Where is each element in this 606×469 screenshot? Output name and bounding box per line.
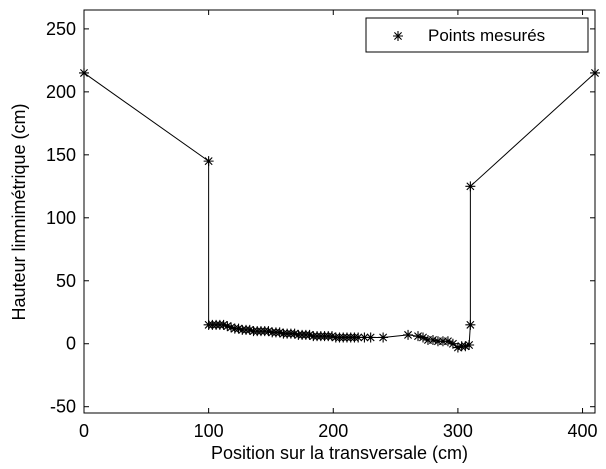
data-point xyxy=(203,156,214,167)
x-tick-label: 400 xyxy=(568,421,598,441)
y-tick-label: -50 xyxy=(50,397,76,417)
data-point xyxy=(365,332,376,343)
data-point xyxy=(289,328,300,339)
data-point xyxy=(464,339,475,350)
data-point xyxy=(452,342,463,353)
data-point xyxy=(447,338,458,349)
data-point xyxy=(465,319,476,330)
legend: Points mesurés xyxy=(365,17,589,53)
data-point xyxy=(353,332,364,343)
data-point xyxy=(359,332,370,343)
data-point xyxy=(226,322,237,333)
data-point xyxy=(442,336,453,347)
data-point xyxy=(244,324,255,335)
data-point xyxy=(327,331,338,342)
data-point xyxy=(413,331,424,342)
data-point xyxy=(418,332,429,343)
x-axis-title: Position sur la transversale (cm) xyxy=(211,443,468,463)
y-tick-label: 50 xyxy=(56,271,76,291)
y-tick-label: 150 xyxy=(46,145,76,165)
y-axis-title: Hauteur limnimétrique (cm) xyxy=(9,103,29,320)
data-point xyxy=(222,321,233,332)
x-tick-label: 200 xyxy=(318,421,348,441)
data-point xyxy=(590,67,600,78)
legend-marker xyxy=(393,31,403,41)
y-tick-label: 250 xyxy=(46,19,76,39)
data-point xyxy=(378,332,389,343)
data-point xyxy=(79,67,89,78)
y-tick-label: 0 xyxy=(66,334,76,354)
legend-label: Points mesurés xyxy=(428,26,545,45)
data-point xyxy=(263,326,274,337)
data-point xyxy=(233,323,244,334)
x-tick-label: 300 xyxy=(443,421,473,441)
x-tick-label: 0 xyxy=(79,421,89,441)
data-point xyxy=(218,319,229,330)
data-point xyxy=(274,327,285,338)
data-point xyxy=(460,341,471,352)
data-point xyxy=(304,329,315,340)
y-tick-label: 200 xyxy=(46,82,76,102)
data-point xyxy=(393,31,403,41)
plot-area xyxy=(83,9,596,414)
legend-box xyxy=(365,17,589,53)
x-tick-label: 100 xyxy=(194,421,224,441)
data-point xyxy=(465,181,476,192)
y-axis: -50 0 50 100 150 200 250 xyxy=(46,19,595,417)
data-point xyxy=(403,329,414,340)
x-axis: 0 100 200 300 400 xyxy=(79,10,598,441)
series-markers xyxy=(79,67,600,353)
data-point xyxy=(427,334,438,345)
y-tick-label: 100 xyxy=(46,208,76,228)
